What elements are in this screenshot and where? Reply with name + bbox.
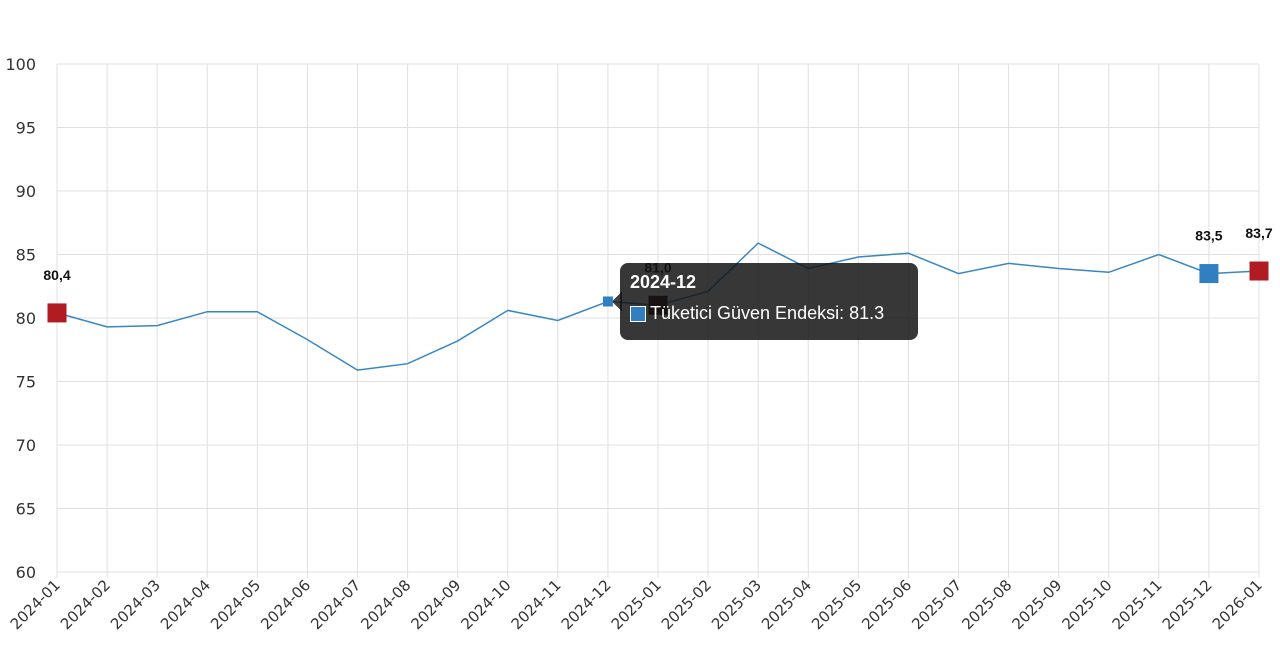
x-tick-label: 2024-11 (508, 576, 565, 633)
data-label: 80,4 (43, 267, 70, 283)
x-tick-label: 2024-12 (558, 576, 615, 633)
x-tick-label: 2024-08 (357, 576, 414, 633)
x-tick-label: 2024-03 (107, 576, 164, 633)
tooltip-row: Tüketici Güven Endeksi : 81.3 (630, 303, 908, 324)
y-tick-label: 80 (16, 309, 36, 328)
tooltip-title: 2024-12 (630, 272, 697, 292)
x-tick-label: 2024-05 (207, 576, 264, 633)
chart-tooltip: 2024-12 Tüketici Güven Endeksi : 81.3 (620, 263, 918, 340)
x-tick-label: 2025-11 (1109, 576, 1166, 633)
y-tick-label: 95 (16, 119, 36, 138)
data-label: 83,5 (1195, 228, 1222, 244)
tooltip-pointer (611, 291, 622, 312)
x-tick-label: 2025-04 (758, 576, 815, 633)
x-tick-label: 2025-07 (908, 576, 965, 633)
y-tick-label: 100 (5, 55, 36, 74)
x-tick-label: 2025-05 (808, 576, 865, 633)
x-tick-label: 2025-03 (708, 576, 765, 633)
x-tick-label: 2025-06 (858, 576, 915, 633)
x-tick-label: 2025-08 (958, 576, 1015, 633)
x-tick-label: 2025-12 (1159, 576, 1216, 633)
x-tick-label: 2024-01 (7, 576, 64, 633)
y-tick-label: 75 (16, 373, 36, 392)
x-tick-label: 2024-10 (458, 576, 515, 633)
y-tick-label: 65 (16, 500, 36, 519)
x-tick-label: 2024-07 (307, 576, 364, 633)
y-tick-label: 90 (16, 182, 36, 201)
x-tick-label: 2025-10 (1059, 576, 1116, 633)
x-tick-label: 2026-01 (1209, 576, 1266, 633)
x-tick-label: 2025-02 (658, 576, 715, 633)
tooltip-series-swatch (630, 305, 646, 322)
x-tick-label: 2025-01 (608, 576, 665, 633)
y-tick-label: 70 (16, 436, 36, 455)
tooltip-value: 81.3 (849, 303, 885, 323)
x-tick-label: 2024-06 (257, 576, 314, 633)
x-tick-label: 2024-04 (157, 576, 214, 633)
x-tick-label: 2024-02 (57, 576, 114, 633)
y-tick-label: 85 (16, 246, 36, 265)
y-tick-label: 60 (16, 563, 36, 582)
x-axis-tick-labels: 2024-012024-022024-032024-042024-052024-… (7, 576, 1266, 633)
x-tick-label: 2025-09 (1008, 576, 1065, 633)
highlight-marker[interactable] (1199, 264, 1219, 284)
active-point-marker[interactable] (602, 296, 613, 307)
highlight-marker[interactable] (47, 303, 67, 323)
x-tick-label: 2024-09 (407, 576, 464, 633)
data-label: 83,7 (1245, 225, 1272, 241)
highlight-marker[interactable] (1249, 261, 1269, 281)
tooltip-separator: : (839, 303, 850, 323)
y-axis-tick-labels: 100 95 90 85 80 75 70 65 60 (5, 55, 36, 582)
tooltip-series-name: Tüketici Güven Endeksi (650, 303, 840, 323)
